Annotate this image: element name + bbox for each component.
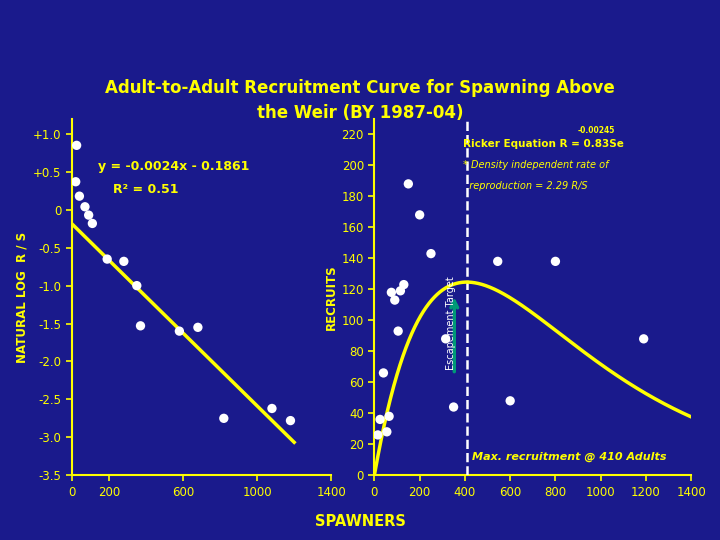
- Text: * Density independent rate of: * Density independent rate of: [463, 160, 608, 171]
- Text: y = -0.0024x - 0.1861: y = -0.0024x - 0.1861: [98, 160, 249, 173]
- Point: [372, 430, 384, 439]
- Text: the Weir (BY 1987-04): the Weir (BY 1987-04): [257, 104, 463, 122]
- Point: [398, 280, 410, 289]
- Point: [638, 334, 649, 343]
- Point: [174, 327, 185, 335]
- Point: [389, 296, 400, 305]
- Point: [266, 404, 278, 413]
- Point: [86, 219, 98, 228]
- Point: [71, 141, 82, 150]
- Point: [426, 249, 437, 258]
- Text: reproduction = 2.29 R/S: reproduction = 2.29 R/S: [463, 180, 588, 191]
- Text: Max. recruitment @ 410 Adults: Max. recruitment @ 410 Adults: [472, 451, 666, 462]
- Point: [218, 414, 230, 423]
- Text: -0.00245: -0.00245: [578, 126, 616, 135]
- Point: [383, 412, 395, 421]
- Point: [102, 255, 113, 264]
- Point: [392, 327, 404, 335]
- Point: [374, 415, 386, 424]
- Point: [440, 334, 451, 343]
- Point: [386, 288, 397, 296]
- Y-axis label: NATURAL LOG  R / S: NATURAL LOG R / S: [16, 232, 29, 362]
- Point: [284, 416, 296, 425]
- Text: SPAWNERS: SPAWNERS: [315, 514, 405, 529]
- Y-axis label: RECRUITS: RECRUITS: [325, 264, 338, 330]
- Point: [414, 211, 426, 219]
- Point: [79, 202, 91, 211]
- Point: [448, 403, 459, 411]
- Text: Escapement Target: Escapement Target: [446, 276, 456, 370]
- Point: [402, 180, 414, 188]
- Point: [73, 192, 85, 200]
- Point: [70, 178, 81, 186]
- Point: [395, 287, 406, 295]
- Point: [505, 396, 516, 405]
- Point: [83, 211, 94, 219]
- Point: [131, 281, 143, 290]
- Point: [492, 257, 503, 266]
- Text: Adult-to-Adult Recruitment Curve for Spawning Above: Adult-to-Adult Recruitment Curve for Spa…: [105, 79, 615, 97]
- Text: Ricker Equation R = 0.83Se: Ricker Equation R = 0.83Se: [463, 139, 624, 148]
- Point: [118, 257, 130, 266]
- Point: [192, 323, 204, 332]
- Point: [549, 257, 561, 266]
- Point: [381, 428, 392, 436]
- Text: R² = 0.51: R² = 0.51: [113, 183, 179, 196]
- Point: [378, 369, 390, 377]
- Point: [135, 321, 146, 330]
